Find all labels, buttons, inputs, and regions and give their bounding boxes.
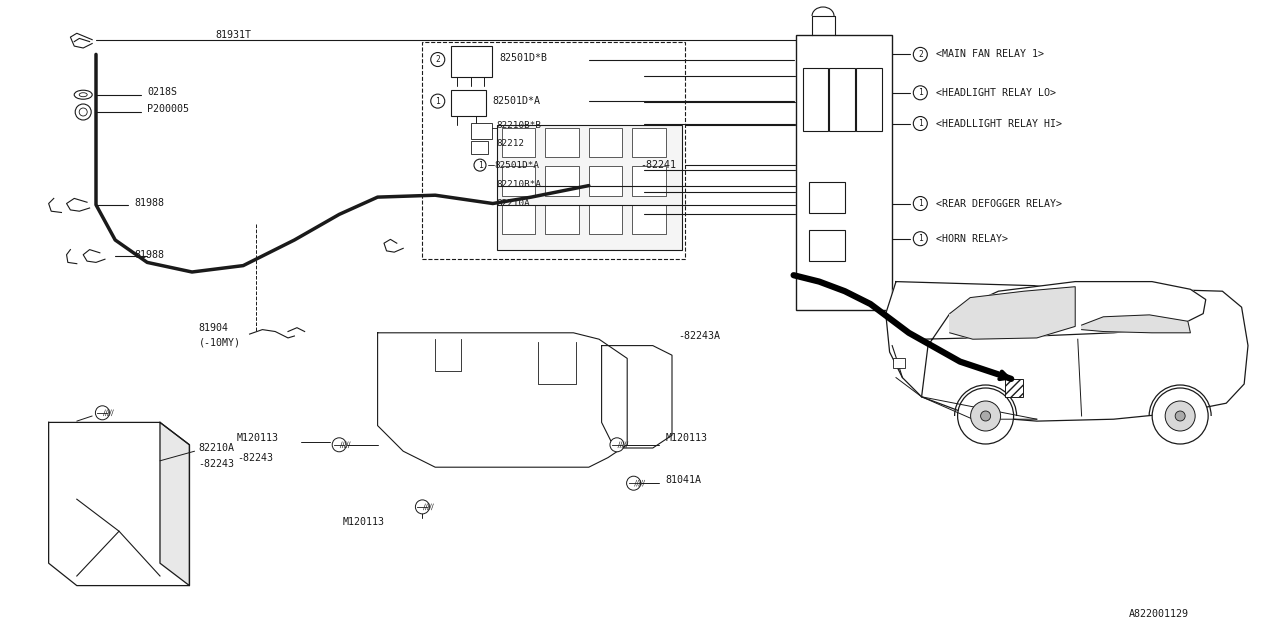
Ellipse shape	[74, 90, 92, 99]
Bar	[589, 205, 622, 234]
Polygon shape	[378, 333, 627, 467]
Text: 81988: 81988	[134, 250, 164, 260]
Circle shape	[76, 104, 91, 120]
Bar	[1005, 379, 1023, 397]
Bar	[589, 166, 622, 196]
Text: 82210B*A: 82210B*A	[497, 180, 541, 189]
Polygon shape	[602, 346, 672, 448]
Polygon shape	[160, 422, 189, 586]
Text: -82243A: -82243A	[678, 331, 721, 341]
Bar	[589, 128, 622, 157]
Polygon shape	[950, 287, 1075, 339]
Text: <MAIN FAN RELAY 1>: <MAIN FAN RELAY 1>	[936, 49, 1043, 60]
Bar	[502, 128, 535, 157]
Polygon shape	[922, 282, 1206, 397]
Text: 1: 1	[918, 88, 923, 97]
Text: 81988: 81988	[134, 198, 164, 208]
Text: 0218S: 0218S	[147, 86, 177, 97]
Circle shape	[431, 94, 444, 108]
Text: 82501D*B: 82501D*B	[499, 52, 548, 63]
Polygon shape	[886, 282, 1248, 421]
Circle shape	[914, 116, 927, 131]
Circle shape	[970, 401, 1001, 431]
Bar	[451, 46, 492, 77]
Circle shape	[333, 438, 346, 452]
Bar	[471, 123, 492, 139]
Text: 1: 1	[918, 199, 923, 208]
Text: P200005: P200005	[147, 104, 189, 114]
Circle shape	[79, 108, 87, 116]
Circle shape	[1165, 401, 1196, 431]
Text: 82210B*B: 82210B*B	[497, 121, 541, 130]
Text: M120113: M120113	[237, 433, 279, 444]
Circle shape	[1175, 411, 1185, 421]
Bar	[829, 68, 855, 131]
Bar	[497, 125, 682, 250]
Bar	[803, 68, 828, 131]
Bar	[471, 141, 488, 154]
Text: 2: 2	[435, 55, 440, 64]
Bar	[809, 182, 845, 213]
Text: <HEADLLIGHT RELAY HI>: <HEADLLIGHT RELAY HI>	[936, 118, 1061, 129]
Circle shape	[96, 406, 109, 420]
Bar	[856, 68, 882, 131]
Circle shape	[416, 500, 429, 514]
Text: 81931T: 81931T	[215, 30, 251, 40]
Text: <REAR DEFOGGER RELAY>: <REAR DEFOGGER RELAY>	[936, 198, 1061, 209]
Text: A822001129: A822001129	[1129, 609, 1189, 620]
Text: 2: 2	[918, 50, 923, 59]
Circle shape	[980, 411, 991, 421]
Text: M120113: M120113	[666, 433, 708, 444]
Ellipse shape	[79, 93, 87, 97]
Text: 1: 1	[477, 161, 483, 170]
Circle shape	[611, 438, 623, 452]
Text: -82243: -82243	[198, 459, 234, 469]
Bar	[632, 166, 666, 196]
Text: 82501D*A: 82501D*A	[494, 161, 539, 170]
Text: 82210A: 82210A	[497, 199, 530, 208]
Text: 1: 1	[918, 234, 923, 243]
Bar	[502, 205, 535, 234]
Text: -82241: -82241	[640, 160, 676, 170]
Bar	[502, 166, 535, 196]
Bar	[796, 35, 892, 310]
Bar	[809, 230, 845, 261]
Bar	[632, 128, 666, 157]
Text: 82212: 82212	[497, 139, 525, 148]
Circle shape	[474, 159, 486, 171]
Circle shape	[957, 388, 1014, 444]
Bar	[422, 42, 685, 259]
Circle shape	[627, 476, 640, 490]
Bar	[451, 90, 486, 116]
Text: 82501D*A: 82501D*A	[493, 96, 540, 106]
Polygon shape	[1082, 315, 1190, 333]
Text: (-10MY): (-10MY)	[198, 337, 241, 348]
Circle shape	[1152, 388, 1208, 444]
Text: 81041A: 81041A	[666, 475, 701, 485]
Bar	[893, 358, 905, 368]
Bar	[545, 128, 579, 157]
Text: <HORN RELAY>: <HORN RELAY>	[936, 234, 1007, 244]
Circle shape	[914, 196, 927, 211]
Bar	[632, 205, 666, 234]
Text: 81904: 81904	[198, 323, 228, 333]
Bar	[545, 205, 579, 234]
Text: <HEADLIGHT RELAY LO>: <HEADLIGHT RELAY LO>	[936, 88, 1056, 98]
Circle shape	[431, 52, 444, 67]
Circle shape	[914, 232, 927, 246]
Text: 1: 1	[435, 97, 440, 106]
Text: 1: 1	[918, 119, 923, 128]
Text: 82210A: 82210A	[198, 443, 234, 453]
Bar	[545, 166, 579, 196]
Circle shape	[914, 47, 927, 61]
Polygon shape	[49, 422, 189, 586]
Text: M120113: M120113	[343, 516, 385, 527]
Circle shape	[914, 86, 927, 100]
Text: -82243: -82243	[237, 452, 273, 463]
